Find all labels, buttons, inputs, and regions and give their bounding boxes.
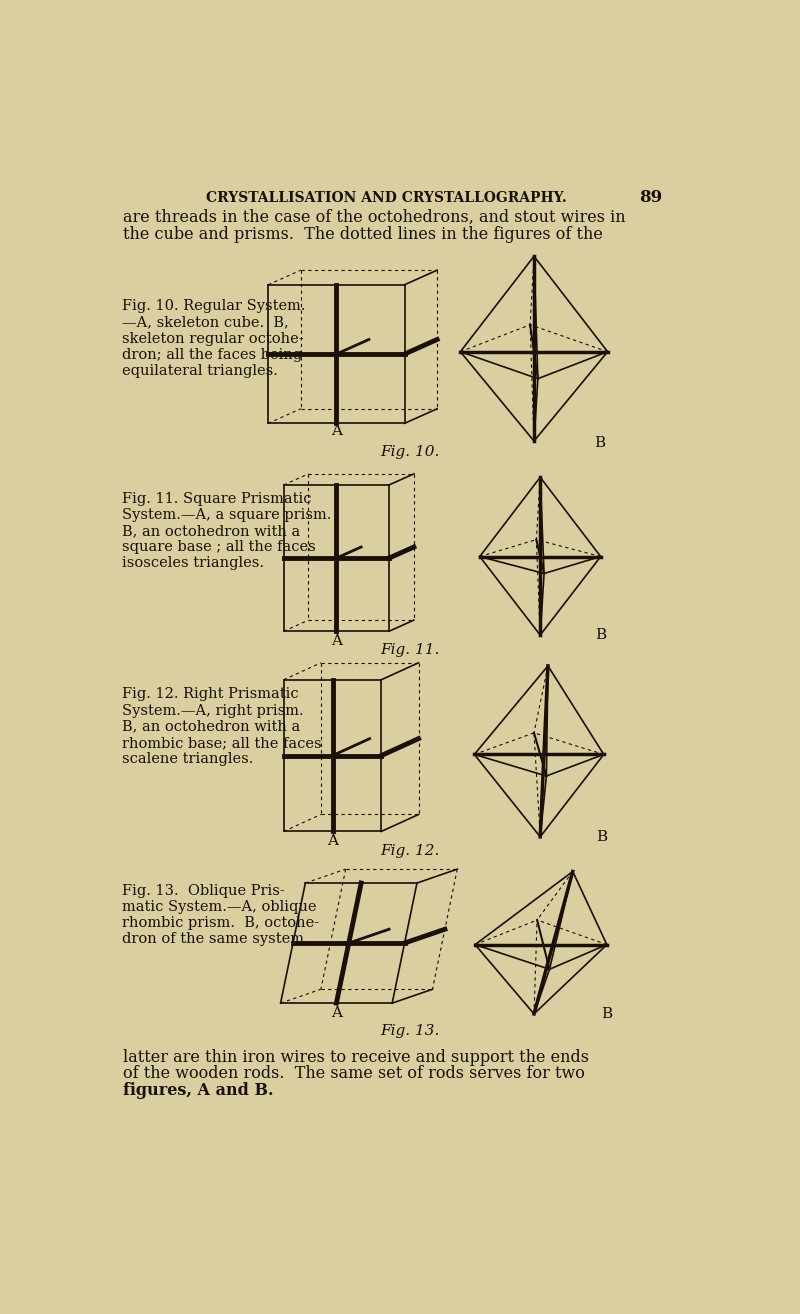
Text: square base ; all the faces: square base ; all the faces <box>122 540 315 555</box>
Text: isosceles triangles.: isosceles triangles. <box>122 556 264 570</box>
Text: of the wooden rods.  The same set of rods serves for two: of the wooden rods. The same set of rods… <box>123 1066 585 1083</box>
Text: —A, skeleton cube.  B,: —A, skeleton cube. B, <box>122 315 289 330</box>
Text: skeleton regular octohe-: skeleton regular octohe- <box>122 331 303 346</box>
Text: Fig. 11. Square Prismatic: Fig. 11. Square Prismatic <box>122 491 311 506</box>
Text: Fig. 13.  Oblique Pris-: Fig. 13. Oblique Pris- <box>122 884 285 897</box>
Text: dron of the same system.: dron of the same system. <box>122 932 308 946</box>
Text: B: B <box>602 1007 613 1021</box>
Text: Fig. 13.: Fig. 13. <box>380 1025 440 1038</box>
Text: figures, A and B.: figures, A and B. <box>123 1083 274 1100</box>
Text: A: A <box>327 834 338 849</box>
Text: are threads in the case of the octohedrons, and stout wires in: are threads in the case of the octohedro… <box>123 209 626 226</box>
Text: the cube and prisms.  The dotted lines in the figures of the: the cube and prisms. The dotted lines in… <box>123 226 603 243</box>
Text: A: A <box>331 1007 342 1020</box>
Text: B: B <box>597 829 608 844</box>
Text: B, an octohedron with a: B, an octohedron with a <box>122 720 300 733</box>
Text: System.—A, a square prism.: System.—A, a square prism. <box>122 509 331 522</box>
Text: dron; all the faces being: dron; all the faces being <box>122 348 302 361</box>
Text: Fig. 10. Regular System.: Fig. 10. Regular System. <box>122 300 306 313</box>
Text: matic System.—A, oblique: matic System.—A, oblique <box>122 900 316 915</box>
Text: System.—A, right prism.: System.—A, right prism. <box>122 703 303 717</box>
Text: B, an octohedron with a: B, an octohedron with a <box>122 524 300 539</box>
Text: Fig. 12. Right Prismatic: Fig. 12. Right Prismatic <box>122 687 298 702</box>
Text: CRYSTALLISATION AND CRYSTALLOGRAPHY.: CRYSTALLISATION AND CRYSTALLOGRAPHY. <box>206 191 567 205</box>
Text: rhombic base; all the faces: rhombic base; all the faces <box>122 736 322 750</box>
Text: scalene triangles.: scalene triangles. <box>122 752 253 766</box>
Text: Fig. 11.: Fig. 11. <box>380 644 440 657</box>
Text: Fig. 10.: Fig. 10. <box>380 445 440 460</box>
Text: A: A <box>331 424 342 438</box>
Text: B: B <box>594 436 606 451</box>
Text: equilateral triangles.: equilateral triangles. <box>122 364 278 378</box>
Text: 89: 89 <box>638 189 662 206</box>
Text: Fig. 12.: Fig. 12. <box>380 844 440 858</box>
Text: rhombic prism.  B, octohe-: rhombic prism. B, octohe- <box>122 916 319 930</box>
Text: latter are thin iron wires to receive and support the ends: latter are thin iron wires to receive an… <box>123 1049 590 1066</box>
Text: A: A <box>331 635 342 648</box>
Text: B: B <box>595 628 606 643</box>
